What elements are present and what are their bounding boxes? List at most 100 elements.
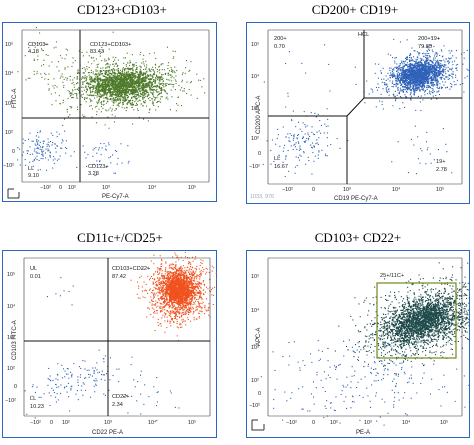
scatter-point — [393, 84, 395, 86]
scatter-point — [158, 91, 160, 93]
scatter-point — [140, 93, 142, 95]
scatter-point — [435, 65, 437, 67]
scatter-point — [433, 76, 435, 78]
scatter-point — [189, 268, 191, 270]
scatter-point — [147, 91, 149, 93]
scatter-point — [126, 77, 128, 80]
scatter-point — [110, 76, 112, 79]
scatter-point — [152, 103, 154, 105]
scatter-point — [108, 127, 110, 129]
scatter-point — [402, 72, 404, 74]
scatter-point — [433, 84, 436, 86]
scatter-point — [108, 87, 110, 89]
scatter-point — [442, 55, 444, 57]
scatter-point — [88, 86, 90, 88]
scatter-point — [76, 97, 78, 99]
scatter-point — [408, 64, 410, 66]
scatter-point — [143, 281, 145, 283]
scatter-point — [158, 289, 160, 291]
scatter-point — [146, 267, 148, 269]
scatter-point — [133, 109, 135, 111]
scatter-point — [86, 82, 88, 84]
scatter-point — [123, 68, 125, 70]
scatter-point — [428, 74, 430, 76]
scatter-point — [145, 100, 147, 102]
scatter-point — [167, 311, 169, 313]
scatter-point — [437, 64, 440, 66]
scatter-point — [432, 51, 434, 53]
scatter-point — [175, 83, 177, 85]
scatter-point — [137, 81, 139, 83]
scatter-point — [125, 65, 127, 67]
scatter-point — [181, 81, 183, 83]
scatter-point — [136, 102, 138, 104]
scatter-point — [203, 293, 205, 295]
scatter-point — [23, 151, 25, 153]
scatter-point — [425, 78, 427, 81]
scatter-point — [432, 88, 434, 90]
scatter-point — [413, 92, 415, 94]
scatter-point — [285, 106, 287, 108]
scatter-point — [97, 94, 99, 96]
scatter-point — [196, 305, 198, 307]
scatter-point — [436, 76, 439, 78]
scatter-point — [426, 76, 428, 79]
scatter-point — [29, 153, 31, 155]
scatter-point — [263, 81, 265, 83]
scatter-point — [108, 76, 111, 78]
scatter-point — [404, 89, 406, 91]
scatter-point — [56, 86, 58, 88]
scatter-point — [171, 307, 173, 309]
scatter-point — [152, 89, 154, 91]
scatter-point — [416, 78, 418, 80]
scatter-point — [137, 79, 140, 82]
scatter-point — [99, 79, 102, 82]
scatter-point — [126, 79, 128, 81]
scatter-point — [144, 76, 146, 78]
scatter-point — [142, 104, 144, 106]
scatter-point — [445, 58, 447, 60]
scatter-point — [43, 64, 45, 66]
scatter-point — [438, 74, 441, 76]
scatter-point — [418, 70, 421, 72]
scatter-point — [126, 84, 128, 86]
scatter-point — [138, 71, 141, 73]
scatter-point — [119, 73, 121, 75]
scatter-point — [131, 75, 133, 77]
scatter-point — [47, 138, 49, 140]
scatter-point — [418, 63, 420, 65]
scatter-point — [433, 70, 435, 73]
scatter-point — [401, 60, 403, 62]
scatter-point — [198, 312, 200, 314]
scatter-point — [398, 92, 400, 94]
scatter-point — [455, 67, 457, 69]
scatter-point — [421, 66, 423, 69]
scatter-point — [112, 60, 114, 62]
scatter-point — [151, 75, 154, 77]
scatter-point — [111, 110, 113, 112]
scatter-point — [192, 295, 194, 297]
scatter-point — [106, 93, 108, 95]
scatter-point — [140, 103, 142, 105]
scatter-point — [189, 297, 191, 299]
scatter-point — [180, 272, 182, 274]
scatter-point — [114, 99, 116, 101]
scatter-point — [424, 70, 426, 72]
scatter-point — [195, 271, 197, 273]
scatter-point — [52, 134, 54, 136]
scatter-point — [406, 83, 408, 85]
scatter-point — [438, 62, 440, 64]
scatter-point — [419, 84, 421, 86]
scatter-point — [406, 91, 408, 93]
scatter-point — [168, 271, 170, 273]
scatter-point — [159, 78, 161, 80]
scatter-point — [449, 74, 451, 76]
scatter-point — [437, 81, 439, 83]
scatter-point — [158, 299, 160, 301]
scatter-point — [181, 312, 183, 314]
scatter-point — [148, 78, 150, 80]
scatter-point — [426, 88, 428, 90]
scatter-point — [302, 136, 304, 138]
scatter-point — [438, 87, 440, 89]
scatter-point — [158, 65, 160, 67]
